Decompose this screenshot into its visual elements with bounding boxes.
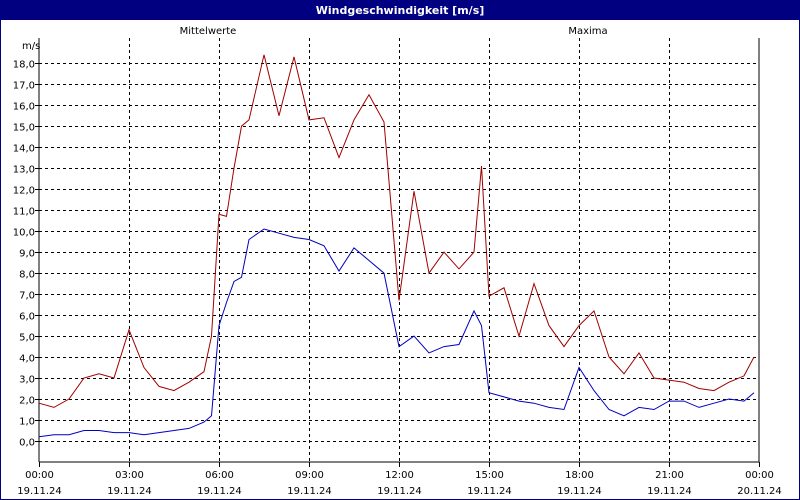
x-tick-time-label: 03:00 [115,470,144,481]
x-tick-time-label: 12:00 [385,470,414,481]
y-tick-label: 9,0 [19,249,35,260]
x-tick-date-label: 19.11.24 [647,486,692,497]
x-tick-date-label: 20.11.24 [737,486,782,497]
y-tick-label: 10,0 [13,228,35,239]
x-tick-date-label: 19.11.24 [107,486,152,497]
x-tick-time-label: 18:00 [565,470,594,481]
y-tick-label: 13,0 [13,165,35,176]
series-line-maxima [38,54,755,408]
x-tick-date-label: 19.11.24 [467,486,512,497]
x-tick-date-label: 19.11.24 [287,486,332,497]
y-tick-label: 0,0 [19,438,35,449]
y-tick-label: 17,0 [13,81,35,92]
y-tick-label: 1,0 [19,417,35,428]
y-tick-label: 18,0 [13,60,35,71]
x-tick-time-label: 15:00 [475,470,504,481]
y-tick-label: 7,0 [19,291,35,302]
x-tick-date-label: 19.11.24 [557,486,602,497]
x-tick-time-label: 00:00 [745,470,774,481]
legend-mittelwerte: Mittelwerte [180,26,237,37]
x-tick-time-label: 00:00 [25,470,54,481]
y-tick-label: 16,0 [13,102,35,113]
x-tick-time-label: 06:00 [205,470,234,481]
y-tick-label: 5,0 [19,333,35,344]
y-axis-label: m/s [22,41,40,52]
y-tick-label: 11,0 [13,207,35,218]
y-tick-label: 2,0 [19,396,35,407]
x-ticks: 00:00 19.11.24 03:00 19.11.24 06:00 19.11.24 0… [17,462,782,497]
y-tick-label: 12,0 [13,186,35,197]
y-tick-label: 4,0 [19,354,35,365]
y-tick-label: 8,0 [19,270,35,281]
y-tick-label: 6,0 [19,312,35,323]
grid [39,38,759,462]
legend-maxima: Maxima [568,26,607,37]
y-tick-label: 14,0 [13,144,35,155]
series [38,54,755,438]
y-ticks: 0,0 1,0 2,0 3,0 4,0 5,0 6,0 7,0 8,0 9,0 10,0 11,0 12… [13,60,39,449]
x-tick-date-label: 19.11.24 [197,486,242,497]
x-tick-time-label: 21:00 [655,470,684,481]
x-tick-date-label: 19.11.24 [17,486,62,497]
y-tick-label: 15,0 [13,123,35,134]
y-tick-label: 3,0 [19,375,35,386]
chart-title: Windgeschwindigkeit [m/s] [1,1,799,20]
x-tick-time-label: 09:00 [295,470,324,481]
x-tick-date-label: 19.11.24 [377,486,422,497]
series-line-mittelwerte [38,228,755,438]
